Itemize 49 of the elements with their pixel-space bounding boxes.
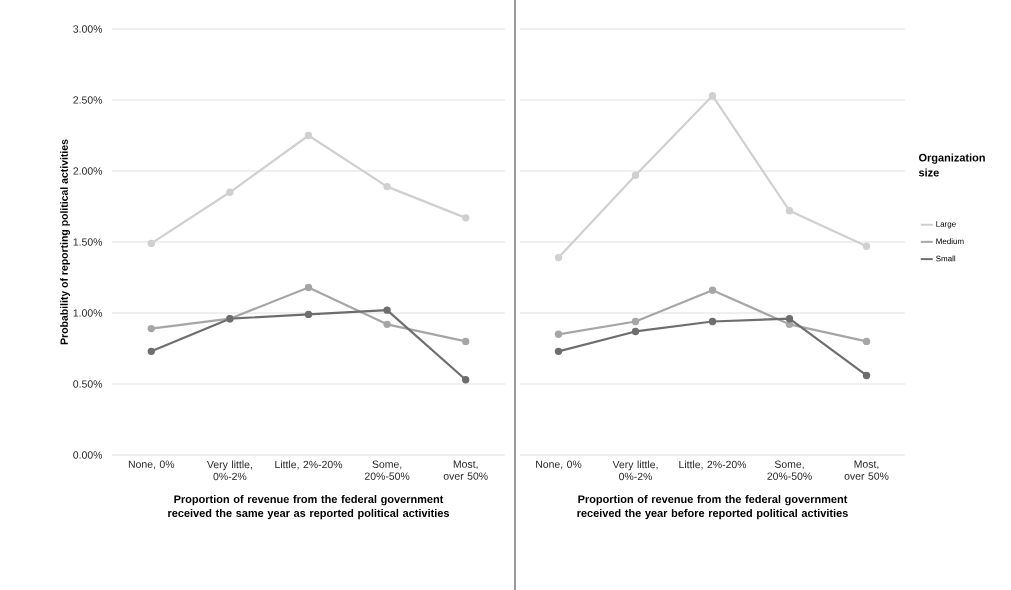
y-axis-title: Probability of reporting political activities bbox=[60, 139, 70, 345]
x-tick-label: Some, 20%-50% bbox=[364, 460, 410, 480]
x-tick-label: Very little, 0%-2% bbox=[206, 460, 252, 481]
point bbox=[462, 337, 470, 346]
x-tick-label: None, 0% bbox=[536, 460, 582, 470]
point bbox=[708, 92, 717, 100]
x-tick-label: Most, over 50% bbox=[844, 460, 889, 480]
x-tick-label: None, 0% bbox=[128, 460, 175, 470]
y-tick-label: 3.00% bbox=[73, 25, 103, 33]
x-tick-label: Little, 2%-20% bbox=[275, 460, 343, 470]
point bbox=[785, 207, 794, 215]
point bbox=[462, 376, 470, 384]
point bbox=[631, 317, 640, 326]
y-tick-label: 0.50% bbox=[73, 380, 103, 388]
x-tick-label: Most, over 50% bbox=[443, 460, 488, 480]
point bbox=[708, 286, 717, 294]
y-tick-label: 1.50% bbox=[73, 238, 103, 246]
point bbox=[631, 327, 640, 336]
point bbox=[631, 171, 640, 179]
y-tick-label: 1.00% bbox=[73, 309, 103, 317]
point bbox=[554, 347, 563, 356]
point bbox=[304, 310, 313, 319]
y-tick-label: 2.00% bbox=[73, 167, 103, 175]
point bbox=[147, 239, 155, 248]
x-tick-label: Very little, 0%-2% bbox=[612, 460, 658, 481]
y-tick-label: 0.00% bbox=[73, 451, 103, 459]
point bbox=[862, 337, 871, 346]
legend-title: Organization size bbox=[918, 153, 985, 177]
point bbox=[785, 314, 794, 323]
point bbox=[383, 320, 391, 329]
x-axis-title: Proportion of revenue from the federal government received the year before reported political activities bbox=[577, 495, 848, 520]
y-tick-label: 2.50% bbox=[73, 96, 103, 104]
point bbox=[785, 320, 794, 329]
point bbox=[554, 330, 563, 338]
x-tick-label: Little, 2%-20% bbox=[679, 460, 747, 470]
point bbox=[862, 242, 871, 250]
point bbox=[147, 347, 155, 356]
point bbox=[554, 253, 563, 262]
x-tick-label: Some, 20%-50% bbox=[767, 460, 812, 480]
point bbox=[304, 283, 313, 292]
point bbox=[462, 214, 470, 222]
point bbox=[862, 371, 871, 380]
point bbox=[383, 306, 391, 314]
point bbox=[147, 324, 155, 333]
point bbox=[304, 131, 313, 140]
point bbox=[708, 317, 717, 326]
point bbox=[226, 188, 234, 196]
point bbox=[383, 182, 391, 191]
x-axis-title: Proportion of revenue from the federal government received the same year as reported political activities bbox=[168, 495, 450, 520]
